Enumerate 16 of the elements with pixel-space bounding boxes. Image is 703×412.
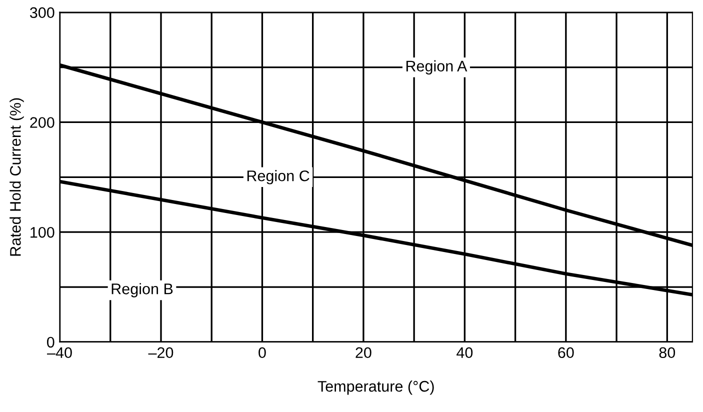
y-tick-label: 100 [30,226,54,238]
annotation: Region A [406,60,468,75]
x-tick-label: 40 [456,347,473,358]
x-tick-label: –40 [47,347,72,358]
x-tick-label: 80 [659,347,676,358]
x-tick-label: –20 [148,347,174,358]
x-axis-title: Temperature (°C) [318,380,434,395]
y-axis-title: Rated Hold Current (%) [10,98,24,256]
y-tick-label: 0 [46,336,54,348]
x-tick-label: 20 [356,347,372,358]
x-tick-label: 60 [558,347,574,358]
x-tick-label: 0 [258,347,266,358]
y-tick-label: 300 [30,7,54,18]
annotation: Region B [112,283,173,298]
annotation: Region C [247,170,310,184]
y-tick-label: 200 [30,117,54,128]
